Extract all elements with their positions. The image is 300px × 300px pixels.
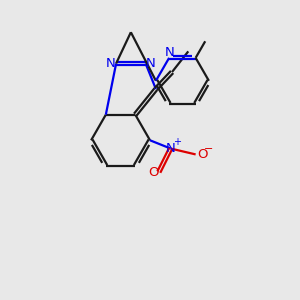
Text: −: − [204,144,213,154]
Text: +: + [173,137,181,147]
Text: O: O [197,148,207,161]
Text: N: N [166,142,176,155]
Text: O: O [148,166,159,178]
Text: N: N [146,57,156,70]
Text: N: N [106,57,116,70]
Text: N: N [165,46,175,59]
